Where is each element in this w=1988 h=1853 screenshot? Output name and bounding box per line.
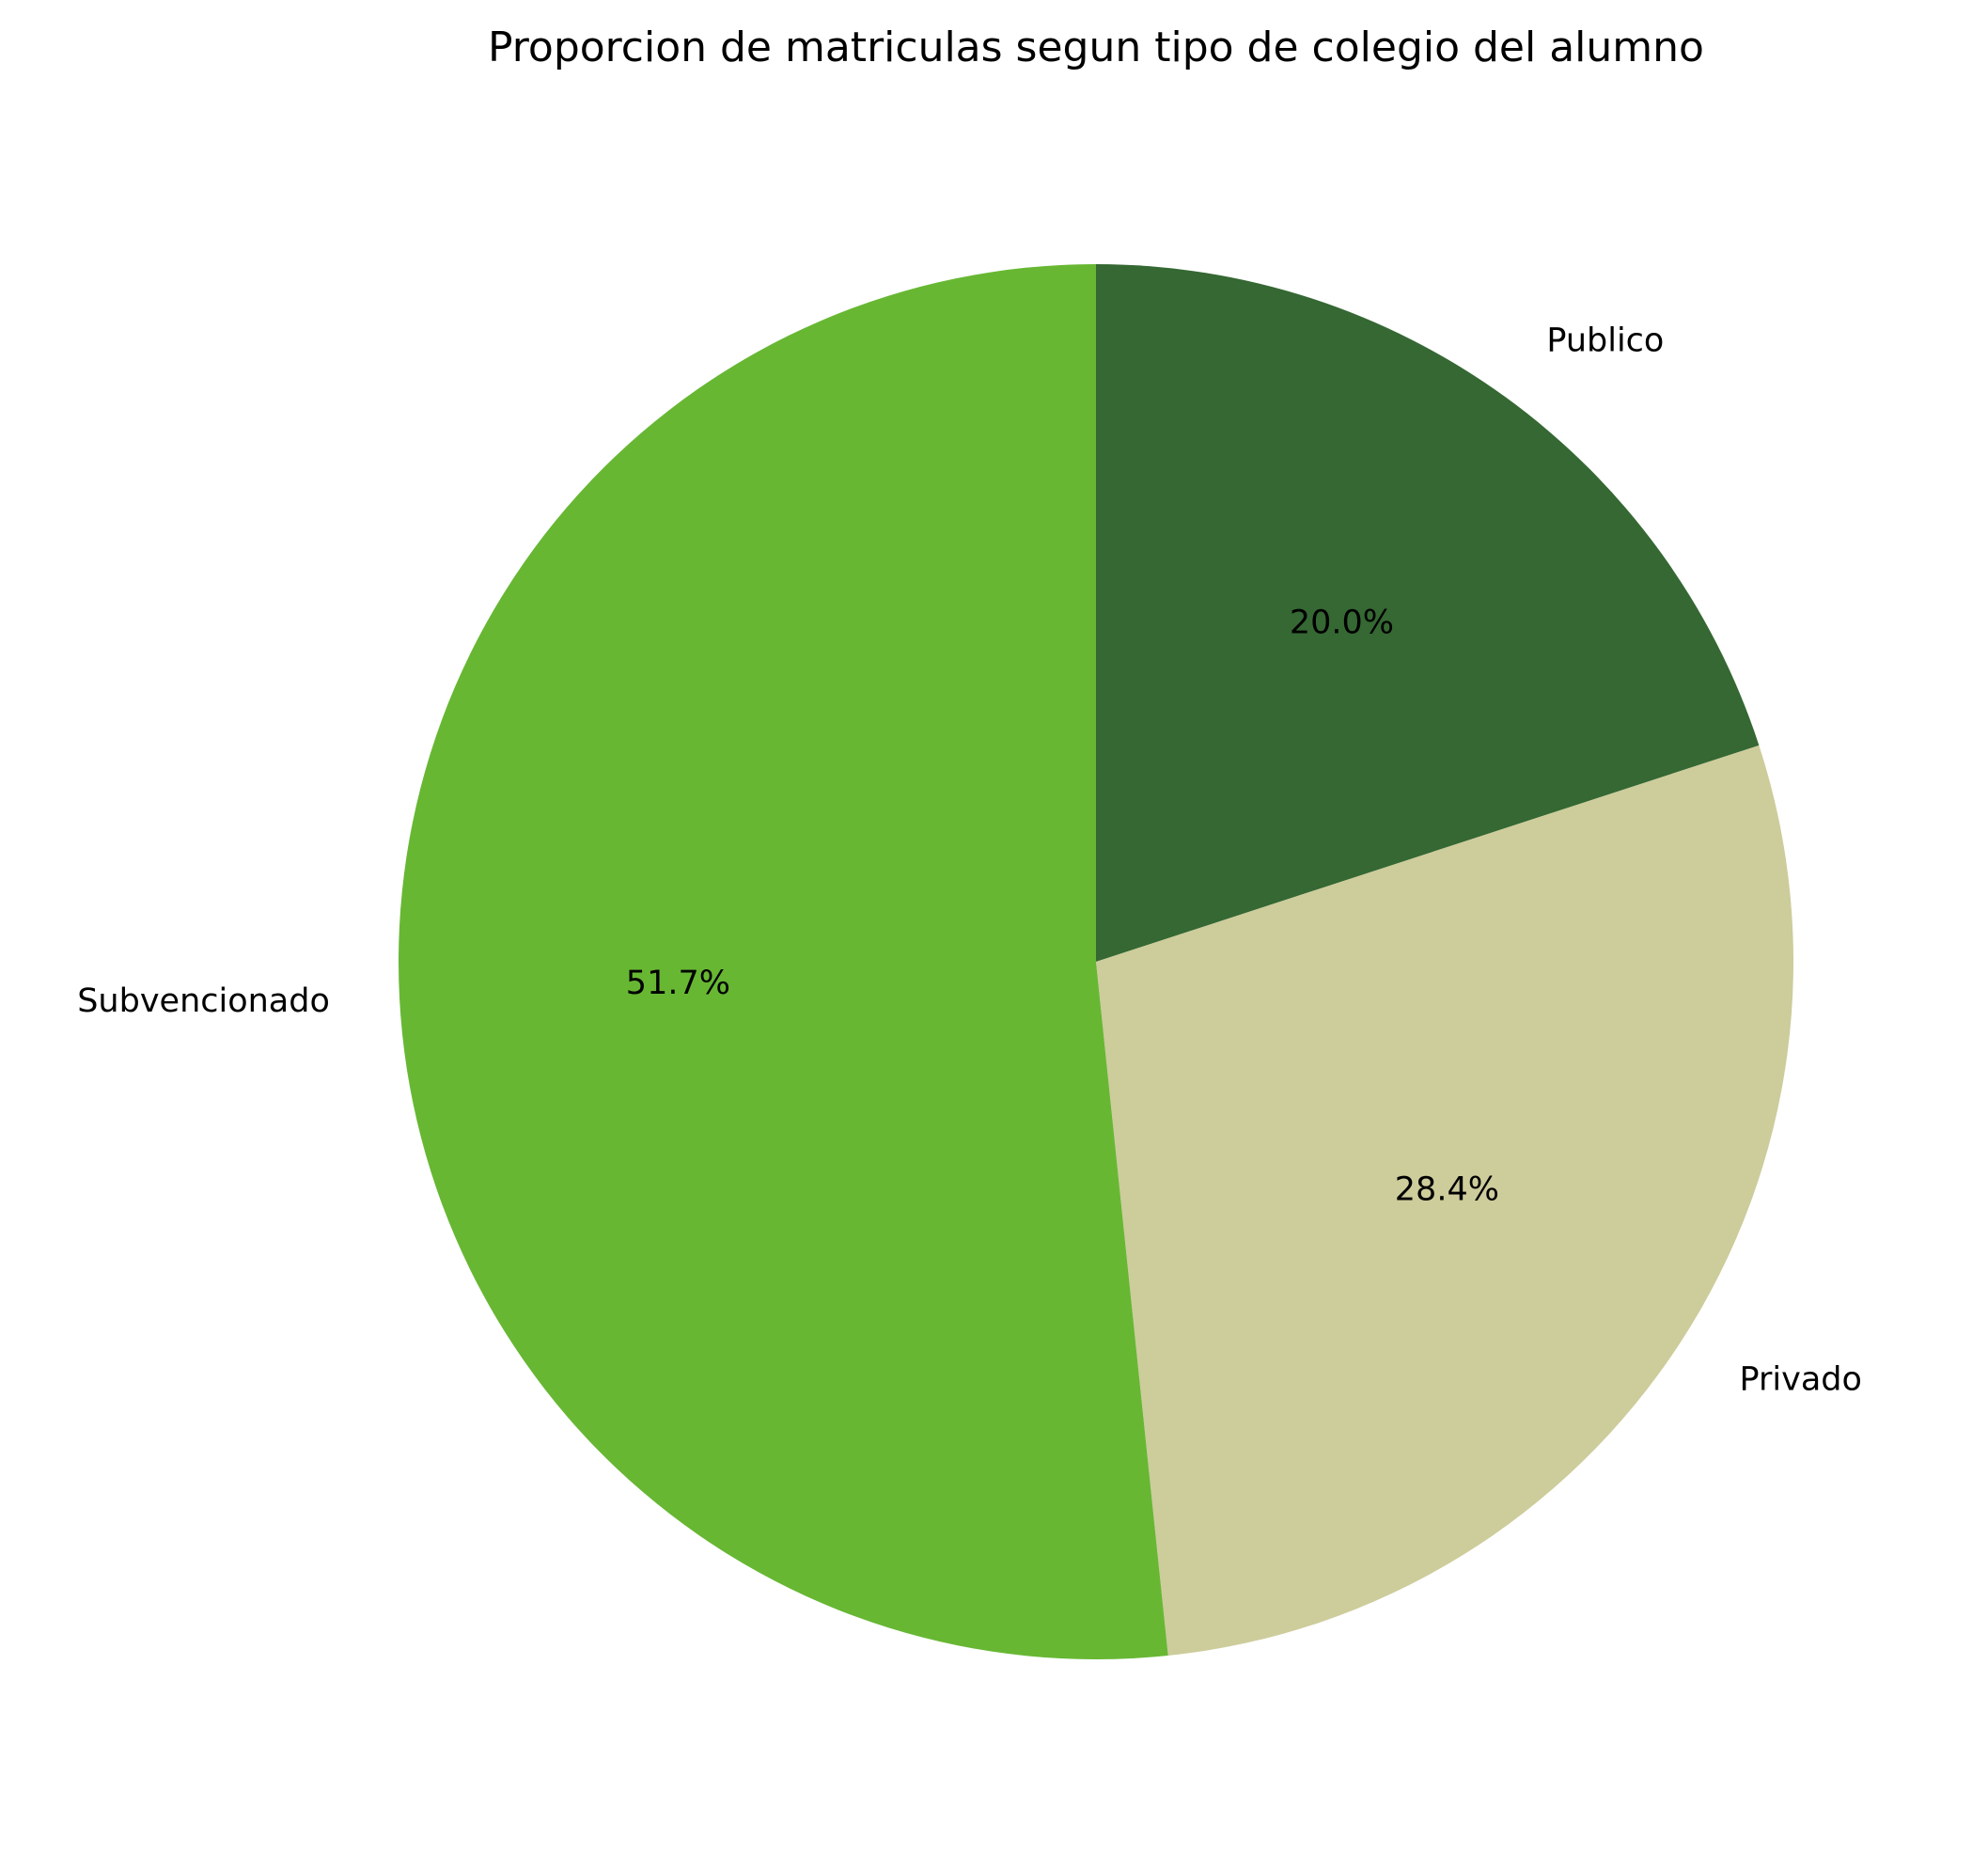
- slice-label-subvencionado: Subvencionado: [77, 982, 330, 1020]
- slice-percent-publico: 20.0%: [1290, 605, 1394, 642]
- pie-slices: [399, 264, 1794, 1659]
- pie-percent-labels: 20.0% 28.4% 51.7%: [626, 605, 1499, 1209]
- slice-label-publico: Publico: [1546, 322, 1664, 359]
- pie-category-labels: Publico Privado Subvencionado: [77, 322, 1862, 1398]
- pie-slice-publico: [1096, 264, 1760, 962]
- slice-label-privado: Privado: [1740, 1360, 1862, 1398]
- chart-title: Proporcion de matriculas segun tipo de c…: [488, 24, 1704, 71]
- pie-slice-privado: [1096, 745, 1794, 1657]
- pie-slice-subvencionado: [399, 264, 1168, 1659]
- slice-percent-privado: 28.4%: [1395, 1170, 1499, 1208]
- slice-percent-subvencionado: 51.7%: [626, 965, 730, 1002]
